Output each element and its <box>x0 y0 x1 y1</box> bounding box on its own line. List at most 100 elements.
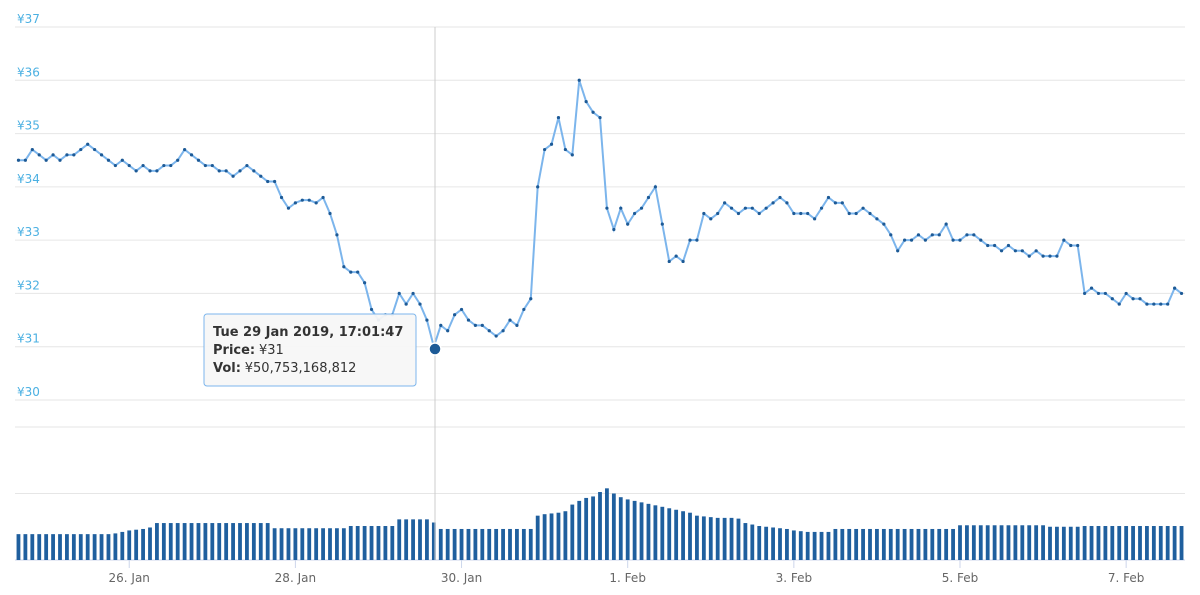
volume-bar <box>99 534 104 560</box>
y-tick-label: ¥37 <box>17 12 40 26</box>
point <box>591 110 595 114</box>
volume-bar <box>743 523 748 560</box>
volume-bar <box>293 528 298 560</box>
point <box>238 169 242 173</box>
point <box>750 206 754 210</box>
point <box>397 291 401 296</box>
volume-bar <box>459 528 464 560</box>
volume-bar <box>58 534 62 560</box>
point <box>217 169 221 173</box>
point <box>134 169 138 173</box>
tooltip-vol-value: ¥50,753,168,812 <box>245 361 357 376</box>
point <box>716 211 720 216</box>
volume-bar <box>1179 526 1184 560</box>
volume-bar <box>1145 526 1149 560</box>
point <box>861 206 865 210</box>
volume-bar <box>688 512 692 560</box>
volume-bar <box>487 528 492 560</box>
point <box>1062 238 1066 242</box>
volume-bar <box>300 528 305 560</box>
volume-bar <box>251 523 256 560</box>
point <box>778 195 782 200</box>
volume-bar <box>452 528 457 560</box>
volume-bar <box>1151 526 1156 560</box>
point <box>916 233 921 237</box>
tooltip-price: Price: ¥31 <box>213 343 284 358</box>
volume-bar <box>715 517 720 560</box>
volume-bar <box>1013 525 1018 560</box>
volume-bar <box>736 518 741 560</box>
point <box>889 233 893 237</box>
volume-bar <box>902 528 907 560</box>
volume-bar <box>695 515 699 560</box>
volume-bar <box>563 511 568 560</box>
point <box>1159 302 1163 306</box>
volume-bar <box>418 519 422 560</box>
volume-bar <box>965 525 969 560</box>
volume-bar <box>978 525 983 560</box>
volume-bar <box>335 528 339 560</box>
point <box>723 201 727 205</box>
point <box>79 147 83 152</box>
point <box>411 291 415 296</box>
volume-bar <box>411 519 415 560</box>
point <box>556 115 561 120</box>
point <box>141 163 145 168</box>
tooltip-box <box>203 313 417 387</box>
volume-bar <box>1089 526 1094 560</box>
volume-bar <box>328 528 332 560</box>
volume-bar <box>750 524 755 560</box>
volume-bar <box>1131 526 1135 560</box>
point <box>259 174 263 178</box>
tooltip-price-key: Price: <box>213 343 255 358</box>
x-tick-label: 7. Feb <box>1108 571 1145 585</box>
point <box>570 153 574 157</box>
point <box>453 313 457 317</box>
point <box>1124 291 1128 296</box>
volume-bar <box>321 528 325 560</box>
volume-bar <box>577 500 582 560</box>
volume-bar <box>348 526 353 560</box>
point <box>1179 291 1184 296</box>
y-tick-label: ¥36 <box>17 65 40 79</box>
point <box>300 198 304 202</box>
point <box>543 147 547 152</box>
point <box>231 174 235 178</box>
point <box>189 153 194 157</box>
point <box>1055 254 1059 258</box>
volume-bar <box>286 528 291 560</box>
volume-bar <box>196 523 201 560</box>
point <box>266 179 270 184</box>
volume-bar <box>992 525 997 560</box>
volume-bar <box>1138 526 1142 560</box>
volume-bar <box>383 526 388 560</box>
x-tick-label: 5. Feb <box>942 571 979 585</box>
volume-bar <box>127 530 132 560</box>
point <box>1041 254 1045 258</box>
point <box>286 206 291 210</box>
volume-bar <box>438 528 443 560</box>
volume-bar <box>722 517 727 560</box>
point <box>1131 297 1135 301</box>
point <box>1117 302 1121 306</box>
point <box>65 153 69 157</box>
point <box>986 243 990 248</box>
point <box>86 142 90 146</box>
point <box>44 158 48 162</box>
volume-bar <box>431 522 436 560</box>
point <box>1006 243 1011 248</box>
volume-bar <box>16 534 21 560</box>
volume-bar <box>404 519 409 560</box>
y-tick-label: ¥32 <box>17 278 40 292</box>
point <box>51 153 55 157</box>
point <box>1110 297 1114 301</box>
point <box>826 195 831 200</box>
point <box>1138 297 1142 301</box>
point <box>120 158 124 162</box>
volume-bar <box>591 496 595 560</box>
volume-bar <box>611 493 616 560</box>
volume-bar <box>840 528 845 560</box>
point <box>896 249 900 253</box>
point <box>937 233 941 237</box>
